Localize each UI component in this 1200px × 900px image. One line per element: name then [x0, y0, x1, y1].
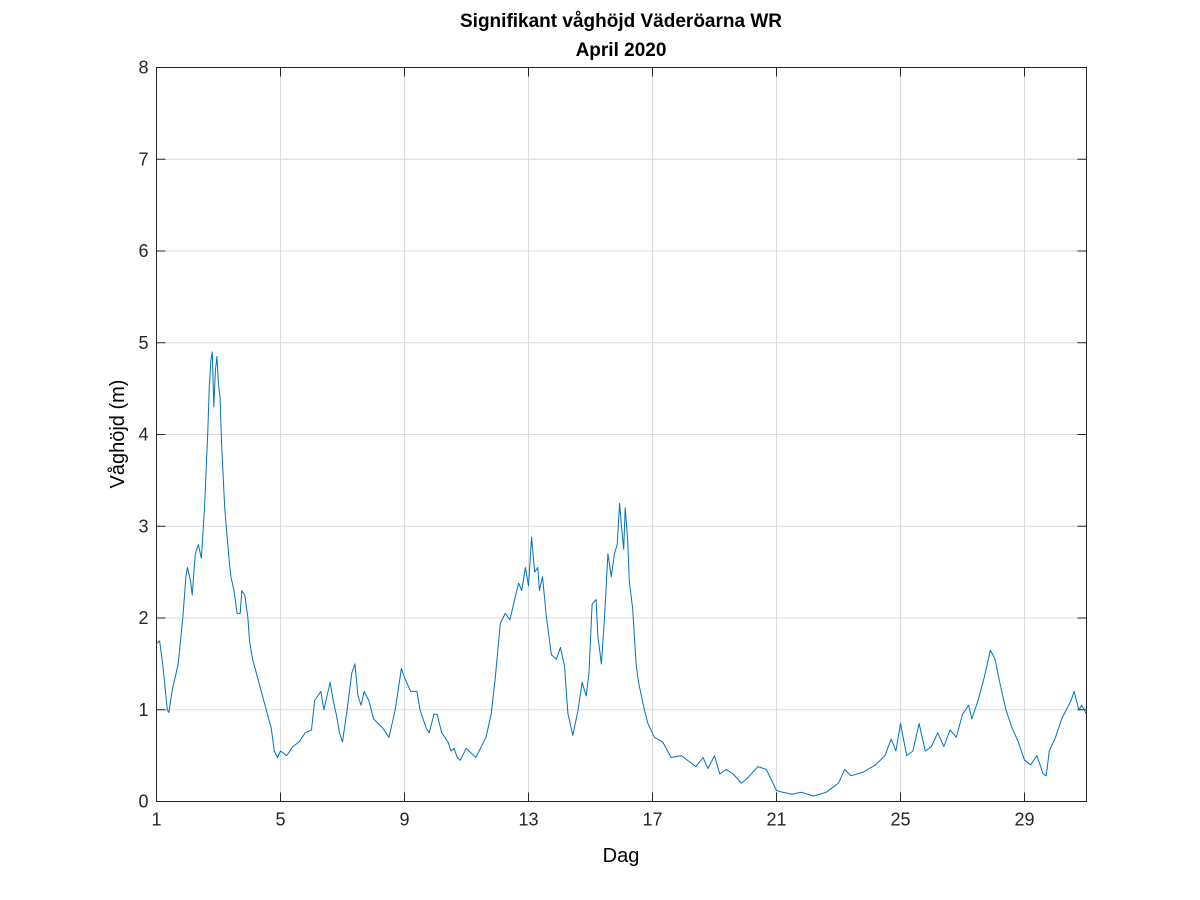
y-tick-label: 6: [138, 241, 148, 261]
y-tick-label: 8: [138, 58, 148, 78]
grid: [156, 67, 1087, 802]
x-tick-label: 13: [518, 810, 538, 830]
y-tick-label: 4: [138, 425, 148, 445]
plot-box: [156, 67, 1087, 802]
x-tick-label: 25: [890, 810, 910, 830]
x-tick-label: 1: [151, 810, 161, 830]
x-tick-label: 9: [399, 810, 409, 830]
y-axis-label: Våghöjd (m): [107, 380, 129, 489]
x-tick-label: 29: [1014, 810, 1034, 830]
y-tick-label: 0: [138, 792, 148, 812]
y-tick-label: 2: [138, 608, 148, 628]
y-tick-label: 5: [138, 333, 148, 353]
x-tick-label: 21: [766, 810, 786, 830]
x-tick-label: 17: [642, 810, 662, 830]
chart-subtitle: April 2020: [576, 40, 667, 61]
x-tick-label: 5: [275, 810, 285, 830]
chart-title: Signifikant våghöjd Väderöarna WR: [460, 11, 782, 32]
y-tick-label: 1: [138, 700, 148, 720]
y-tick-label: 3: [138, 516, 148, 536]
y-tick-label: 7: [138, 149, 148, 169]
x-axis-label: Dag: [603, 845, 640, 867]
series-line-wave-height: [156, 351, 1087, 797]
